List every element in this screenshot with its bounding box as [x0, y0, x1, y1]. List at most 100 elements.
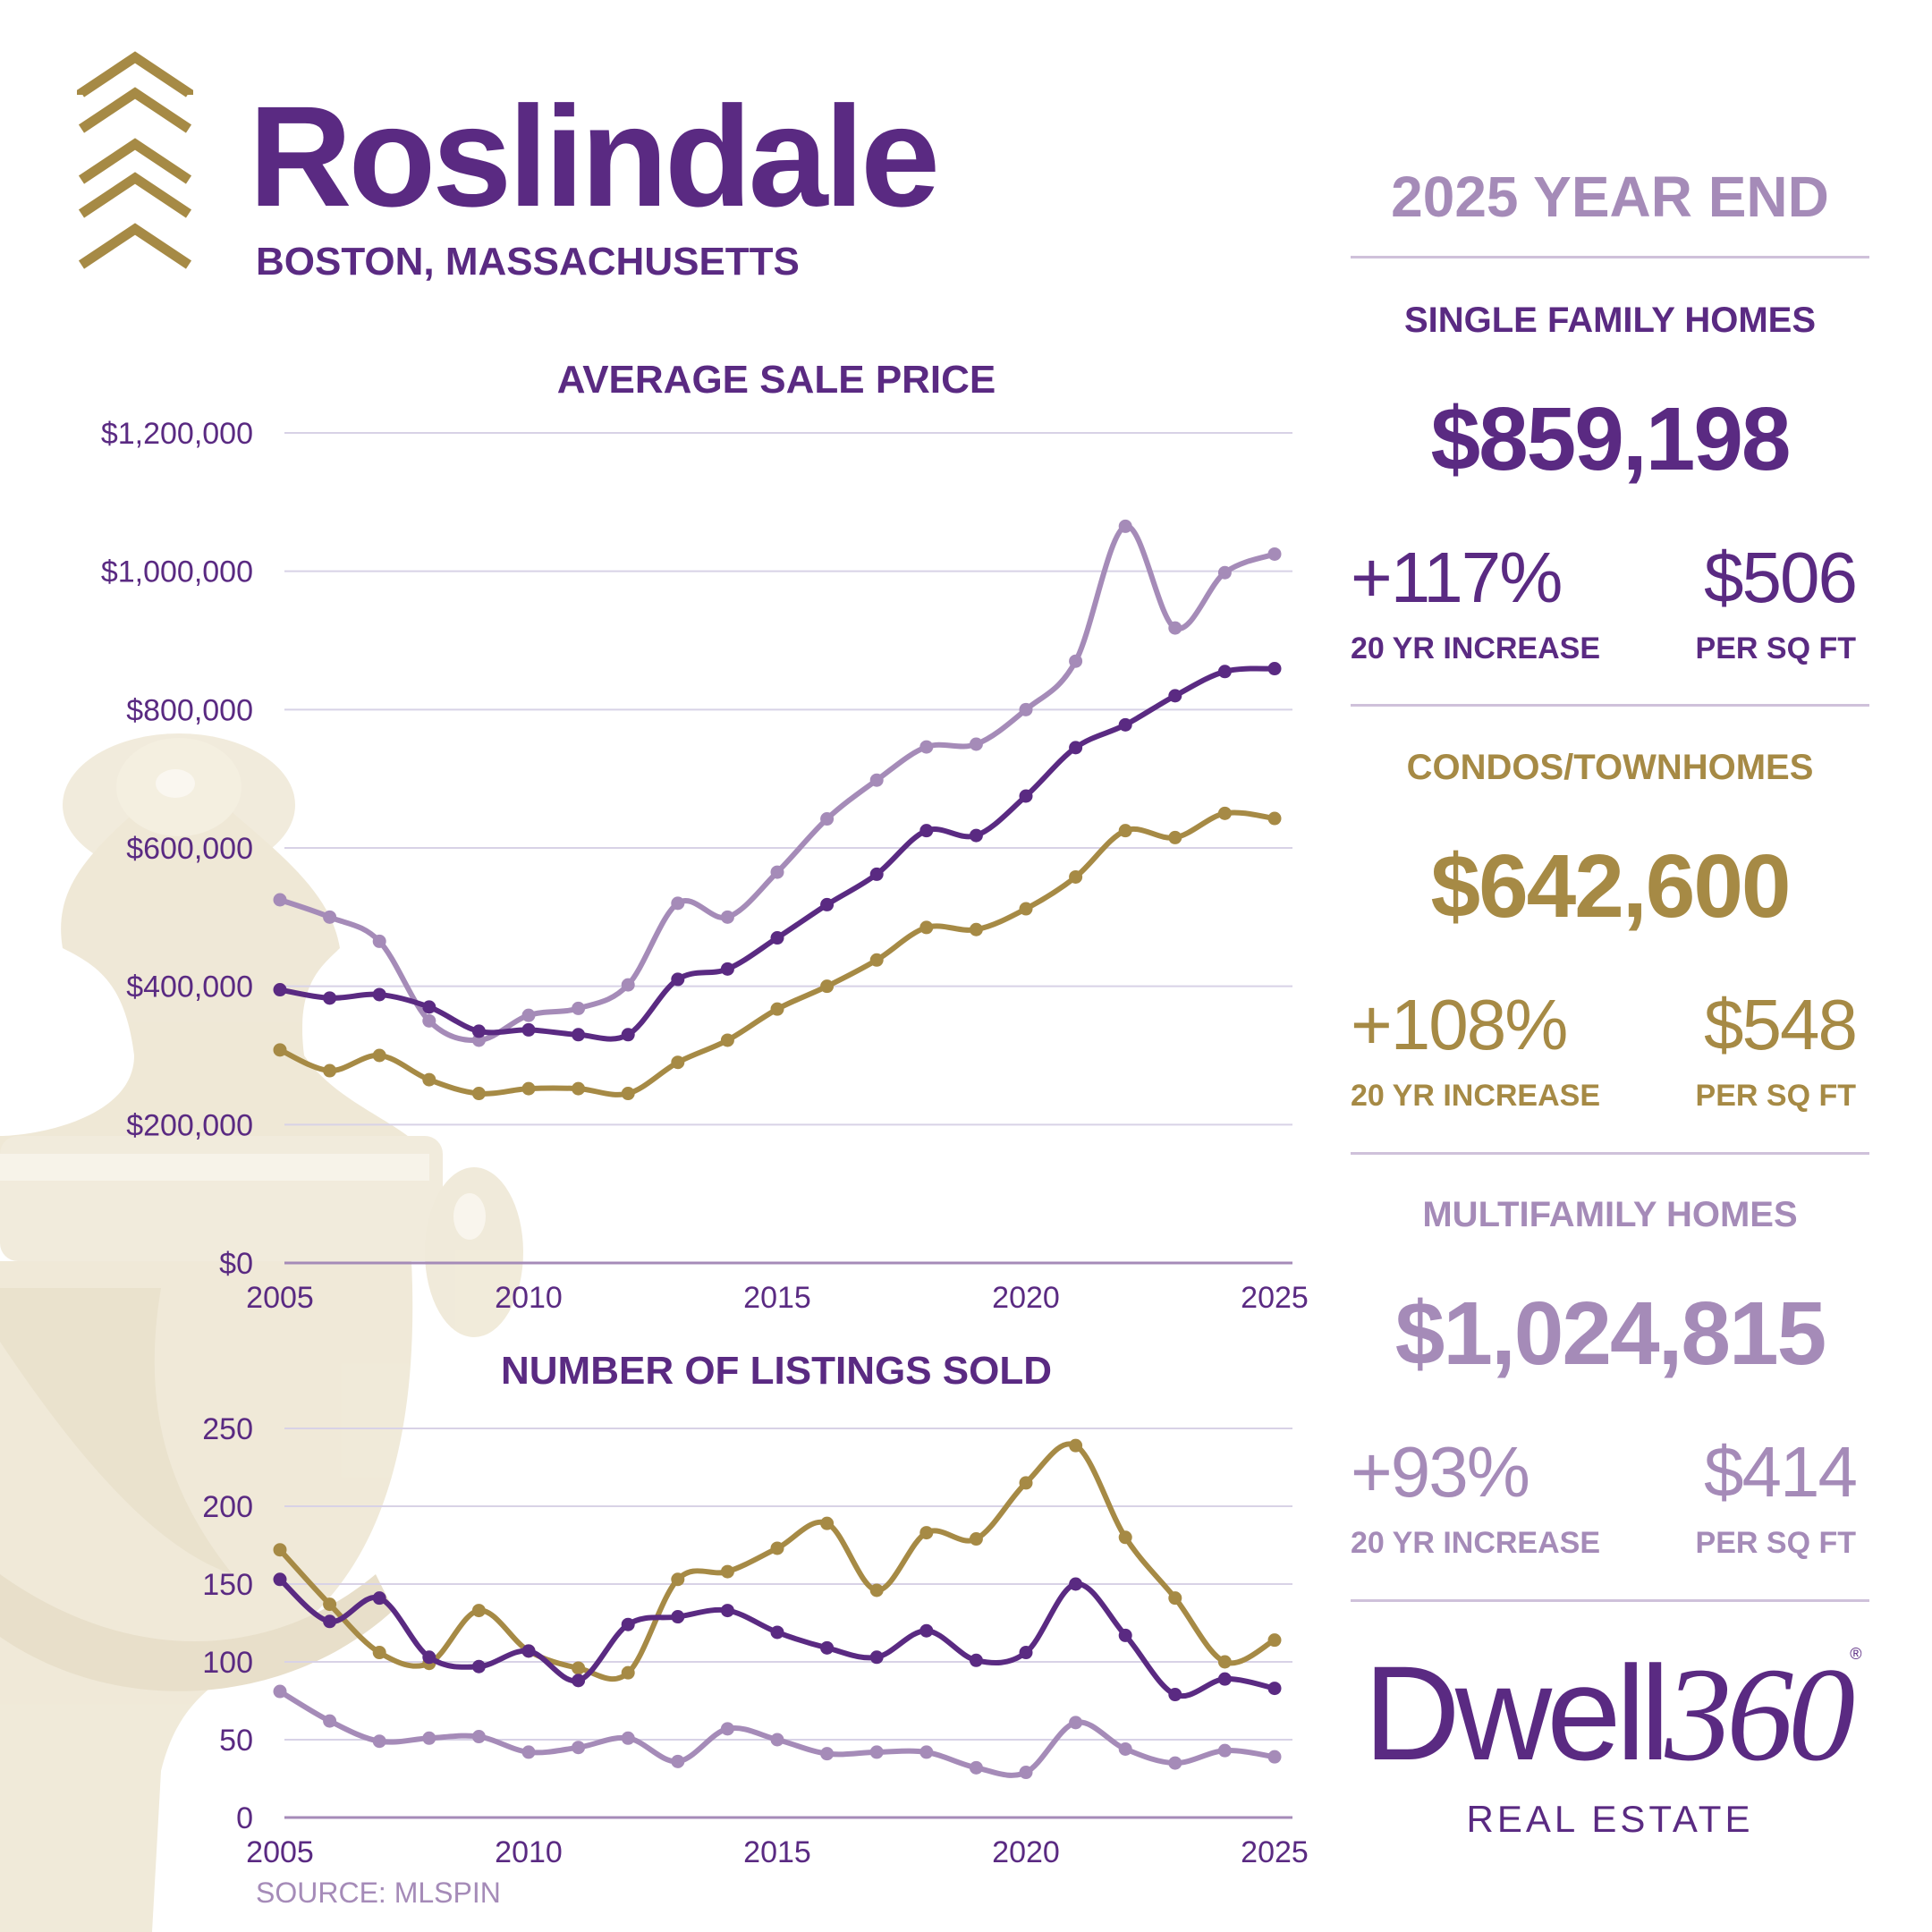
- registered-mark: ®: [1850, 1645, 1861, 1663]
- single-family-price: $859,198: [1430, 389, 1791, 489]
- price-point-condos: [323, 1063, 337, 1078]
- listings-point-single_family: [372, 1591, 386, 1606]
- price-x-tick-label: 2005: [246, 1281, 314, 1315]
- listings-point-multifamily: [919, 1745, 934, 1759]
- price-point-single_family: [471, 1024, 486, 1038]
- listings-point-condos: [720, 1564, 734, 1579]
- price-point-single_family: [1118, 717, 1132, 732]
- price-series-line-condos: [278, 809, 1275, 1097]
- divider: [1351, 256, 1869, 258]
- price-point-condos: [572, 1081, 586, 1096]
- price-point-multifamily: [422, 1013, 436, 1028]
- listings-point-condos: [1069, 1438, 1083, 1453]
- price-point-single_family: [820, 897, 835, 911]
- listings-point-multifamily: [372, 1734, 386, 1749]
- listings-point-single_family: [621, 1617, 635, 1631]
- listings-y-tick-label: 200: [202, 1490, 253, 1524]
- price-point-condos: [372, 1048, 386, 1063]
- price-point-condos: [1217, 806, 1232, 820]
- multifamily-increase-label: 20 YR INCREASE: [1351, 1526, 1601, 1560]
- price-point-condos: [1019, 902, 1033, 916]
- price-point-single_family: [1069, 741, 1083, 755]
- logo-tagline: REAL ESTATE: [1466, 1798, 1754, 1840]
- listings-point-multifamily: [422, 1731, 436, 1745]
- price-point-multifamily: [372, 934, 386, 948]
- listings-point-condos: [1267, 1633, 1282, 1648]
- condos-increase: +108%: [1351, 985, 1568, 1064]
- price-point-single_family: [720, 962, 734, 976]
- listings-point-multifamily: [471, 1730, 486, 1744]
- condos-increase-label: 20 YR INCREASE: [1351, 1079, 1601, 1113]
- listings-point-condos: [969, 1532, 983, 1546]
- price-point-single_family: [919, 824, 934, 838]
- listings-point-single_family: [919, 1623, 934, 1638]
- price-point-condos: [1267, 811, 1282, 826]
- brand-logo: Dwell360® REAL ESTATE: [1351, 1646, 1869, 1841]
- price-y-tick-label: $200,000: [126, 1108, 253, 1142]
- listings-y-tick-label: 250: [202, 1412, 253, 1446]
- price-x-tick-label: 2020: [992, 1281, 1060, 1315]
- listings-point-multifamily: [820, 1747, 835, 1761]
- listings-point-condos: [471, 1604, 486, 1618]
- price-point-multifamily: [869, 773, 884, 787]
- price-point-single_family: [621, 1028, 635, 1042]
- price-point-condos: [273, 1043, 287, 1057]
- listings-point-single_family: [1118, 1628, 1132, 1642]
- price-point-condos: [969, 922, 983, 936]
- price-x-tick-label: 2025: [1241, 1281, 1309, 1315]
- price-point-single_family: [869, 867, 884, 881]
- multifamily-per-sqft: $414: [1704, 1432, 1858, 1512]
- price-point-multifamily: [621, 978, 635, 992]
- price-point-multifamily: [820, 812, 835, 826]
- price-point-condos: [621, 1087, 635, 1101]
- listings-point-single_family: [422, 1650, 436, 1665]
- listings-point-single_family: [969, 1653, 983, 1667]
- divider: [1351, 704, 1869, 707]
- year-end-heading: 2025 YEAR END: [1391, 165, 1829, 229]
- listings-point-single_family: [1267, 1682, 1282, 1696]
- price-x-tick-label: 2010: [495, 1281, 563, 1315]
- price-point-condos: [671, 1055, 685, 1070]
- price-point-single_family: [1217, 665, 1232, 679]
- listings-x-tick-label: 2015: [743, 1835, 811, 1869]
- listings-point-condos: [1118, 1530, 1132, 1545]
- price-point-condos: [869, 953, 884, 967]
- price-y-tick-label: $800,000: [126, 693, 253, 727]
- price-point-single_family: [1168, 689, 1182, 703]
- price-y-tick-label: $1,200,000: [101, 417, 253, 451]
- price-point-multifamily: [770, 865, 784, 879]
- divider: [1351, 1599, 1869, 1602]
- price-point-single_family: [1267, 662, 1282, 676]
- listings-point-multifamily: [1069, 1716, 1083, 1730]
- condos-per-sqft: $548: [1704, 985, 1858, 1064]
- listings-y-tick-label: 100: [202, 1646, 253, 1680]
- listings-y-tick-label: 0: [236, 1801, 253, 1835]
- price-point-multifamily: [1267, 547, 1282, 561]
- listings-point-single_family: [1019, 1646, 1033, 1660]
- condos-price: $642,600: [1430, 836, 1791, 936]
- condos-heading: CONDOS/TOWNHOMES: [1406, 748, 1814, 787]
- listings-point-condos: [820, 1516, 835, 1530]
- divider: [1351, 1152, 1869, 1155]
- listings-point-single_family: [323, 1614, 337, 1629]
- listings-series-line-condos: [277, 1441, 1276, 1682]
- price-point-single_family: [273, 983, 287, 997]
- price-series-line-multifamily: [279, 523, 1276, 1044]
- listings-point-condos: [1217, 1655, 1232, 1669]
- listings-point-condos: [621, 1665, 635, 1680]
- listings-point-multifamily: [1118, 1741, 1132, 1756]
- source-note: SOURCE: MLSPIN: [256, 1877, 501, 1909]
- listings-point-condos: [372, 1646, 386, 1660]
- price-chart: $0 $200,000 $400,000 $600,000 $800,000 $1,000…: [101, 417, 1309, 1315]
- listings-point-multifamily: [273, 1684, 287, 1699]
- listings-point-single_family: [1168, 1688, 1182, 1702]
- price-point-multifamily: [919, 740, 934, 754]
- price-point-condos: [1118, 824, 1132, 838]
- price-point-multifamily: [1118, 519, 1132, 533]
- listings-point-multifamily: [572, 1741, 586, 1755]
- multifamily-heading: MULTIFAMILY HOMES: [1422, 1195, 1798, 1234]
- price-point-condos: [422, 1072, 436, 1087]
- listings-point-condos: [572, 1661, 586, 1675]
- listings-point-single_family: [770, 1625, 784, 1640]
- listings-point-condos: [273, 1543, 287, 1557]
